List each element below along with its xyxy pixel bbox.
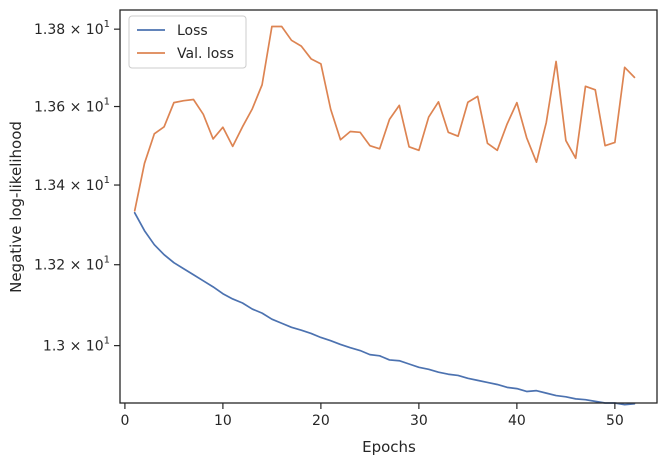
- x-tick-label: 10: [214, 413, 232, 429]
- y-tick-label: 1.36 × 101: [34, 97, 110, 116]
- x-tick-label: 30: [410, 413, 428, 429]
- x-tick-label: 0: [120, 413, 129, 429]
- x-tick-label: 20: [312, 413, 330, 429]
- x-tick-label: 40: [508, 413, 526, 429]
- x-tick-label: 50: [606, 413, 624, 429]
- axes-frame: [119, 9, 658, 404]
- x-axis-label: Epochs: [362, 438, 416, 456]
- y-tick-label: 1.3 × 101: [43, 336, 110, 355]
- legend-label-loss: Loss: [177, 23, 208, 39]
- legend-box: [128, 15, 247, 69]
- y-tick-label: 1.32 × 101: [34, 255, 110, 274]
- legend-label-val-loss: Val. loss: [177, 46, 234, 62]
- y-tick-label: 1.34 × 101: [34, 175, 110, 194]
- y-axis-label: Negative log-likelihood: [7, 121, 25, 293]
- x-axis: 0 10 20 30 40 50: [120, 403, 624, 429]
- y-tick-label: 1.38 × 101: [34, 19, 110, 38]
- series-line-loss: [133, 211, 636, 406]
- series-line-val-loss: [133, 25, 636, 212]
- legend: Loss Val. loss: [128, 15, 247, 69]
- plot-area: [133, 25, 636, 406]
- y-axis: 1.3 × 101 1.32 × 101 1.34 × 101 1.36 × 101 1…: [34, 19, 120, 355]
